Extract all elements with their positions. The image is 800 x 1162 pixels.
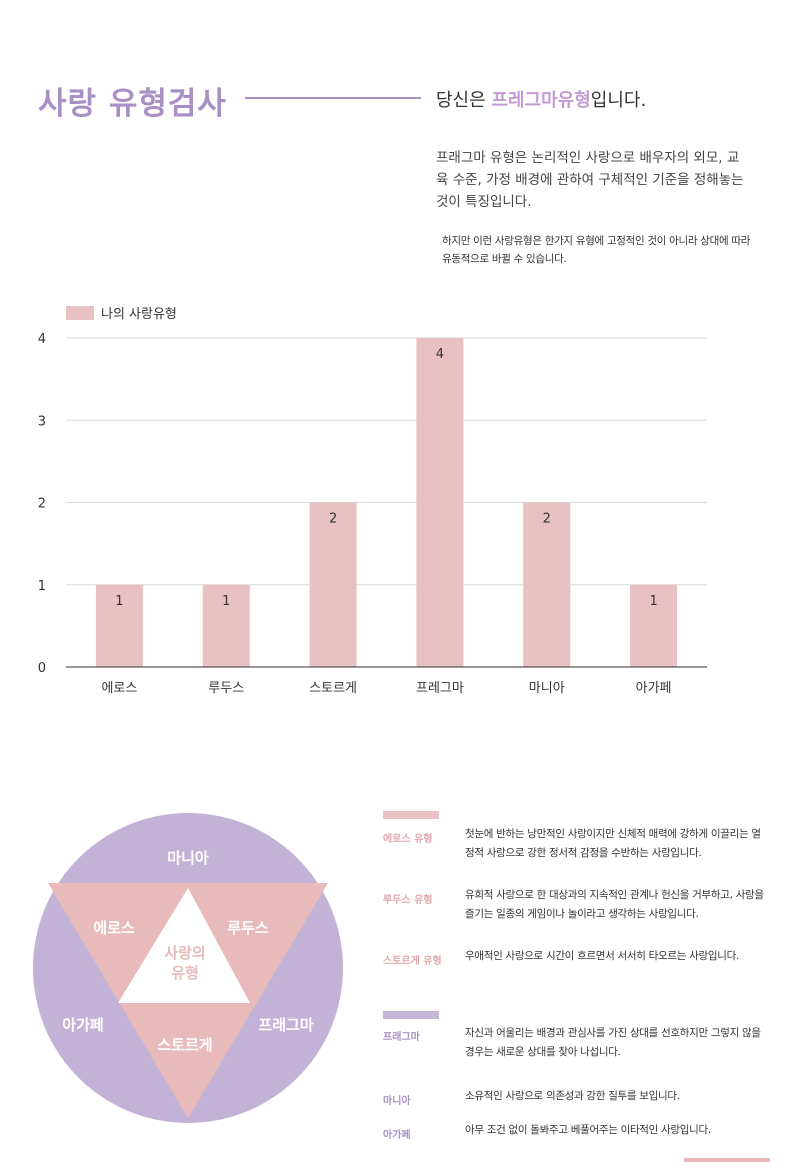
bar: [309, 502, 357, 667]
x-tick-label: 에로스: [101, 681, 137, 696]
love-type-bar-chart: 나의 사랑유형 0 1 2 3 4 1 에로스 1 루두스 2 스토르게 4 프레그마 2 마니아 1 아가페: [38, 306, 707, 696]
x-tick-label: 프레그마: [416, 681, 464, 696]
type-desc-pragma: 자신과 어울리는 배경과 관심사를 가진 상대를 선호하지만 그렇지 않을 경우…: [465, 1027, 761, 1058]
bar-value-label: 1: [115, 594, 123, 609]
bar: [630, 584, 678, 667]
type-desc-agape: 아무 조건 없이 돌봐주고 베풀어주는 이타적인 사랑입니다.: [465, 1124, 711, 1136]
x-tick-label: 마니아: [529, 681, 565, 696]
type-name-agape: 아가페: [383, 1130, 411, 1141]
bar-value-label: 1: [222, 594, 230, 609]
page-title: 사랑 유형검사: [38, 86, 227, 122]
title-divider: [245, 97, 421, 99]
type-desc-eros: 첫눈에 반하는 낭만적인 사랑이지만 신체적 매력에 강하게 이끌리는 열정적 …: [465, 828, 761, 859]
bar: [523, 502, 571, 667]
type-description: 프래그마 유형은 논리적인 사랑으로 배우자의 외모, 교육 수준, 가정 배경…: [436, 150, 744, 210]
y-tick-label: 2: [38, 497, 46, 512]
type-desc-ludus: 유희적 사랑으로 한 대상과의 지속적인 관계나 헌신을 거부하고, 사랑을 즐…: [465, 889, 764, 920]
diagram-label-storge: 스토르게: [157, 1036, 212, 1054]
bar-value-label: 4: [436, 347, 444, 362]
diagram-label-eros: 에로스: [93, 919, 135, 937]
legend-swatch: [66, 306, 94, 320]
type-name-storge: 스토르게 유형: [383, 956, 442, 967]
type-name-pragma: 프래그마: [383, 1032, 420, 1043]
diagram-center-triangle: [118, 888, 250, 1003]
love-type-diagram: 마니아 아가페 프래그마 에로스 루두스 스토르게 사랑의 유형: [33, 813, 343, 1123]
result-line: 당신은 프레그마유형입니다.: [436, 86, 646, 112]
bar-value-label: 1: [649, 594, 657, 609]
y-tick-label: 0: [38, 661, 46, 676]
bar: [416, 338, 464, 667]
type-name-eros: 에로스 유형: [383, 834, 433, 845]
type-desc-mania: 소유적인 사랑으로 의존성과 강한 질투를 보입니다.: [465, 1090, 680, 1102]
bar: [95, 584, 143, 667]
diagram-label-pragma: 프래그마: [258, 1016, 313, 1034]
diagram-label-agape: 아가페: [62, 1016, 103, 1034]
type-name-ludus: 루두스 유형: [383, 895, 433, 906]
y-tick-label: 3: [38, 414, 46, 429]
result-type: 프레그마유형: [491, 90, 591, 111]
bar-value-label: 2: [543, 512, 551, 527]
x-tick-label: 루두스: [208, 681, 244, 696]
note-text: 하지만 이런 사랑유형은 한가지 유형에 고정적인 것이 아니라 상대에 따라 …: [442, 235, 751, 265]
type-name-mania: 마니아: [383, 1096, 411, 1107]
y-tick-label: 4: [38, 332, 46, 347]
corner-accent: [684, 1158, 770, 1162]
result-suffix: 입니다.: [590, 90, 647, 111]
legend-label: 나의 사랑유형: [101, 307, 177, 322]
diagram-label-ludus: 루두스: [227, 919, 269, 937]
diagram-label-mania: 마니아: [167, 849, 209, 867]
bar: [202, 584, 250, 667]
x-tick-label: 아가페: [636, 681, 672, 696]
diagram-center-line-2: 유형: [171, 964, 199, 982]
diagram-center-line-1: 사랑의: [164, 944, 205, 962]
type-desc-storge: 우애적인 사랑으로 시간이 흐르면서 서서히 타오르는 사랑입니다.: [465, 950, 739, 962]
result-prefix: 당신은: [436, 90, 492, 111]
purple-group-bar: [383, 1011, 439, 1019]
y-tick-label: 1: [38, 579, 46, 594]
x-tick-label: 스토르게: [309, 681, 357, 696]
pink-group-bar: [383, 811, 439, 819]
bar-value-label: 2: [329, 512, 337, 527]
